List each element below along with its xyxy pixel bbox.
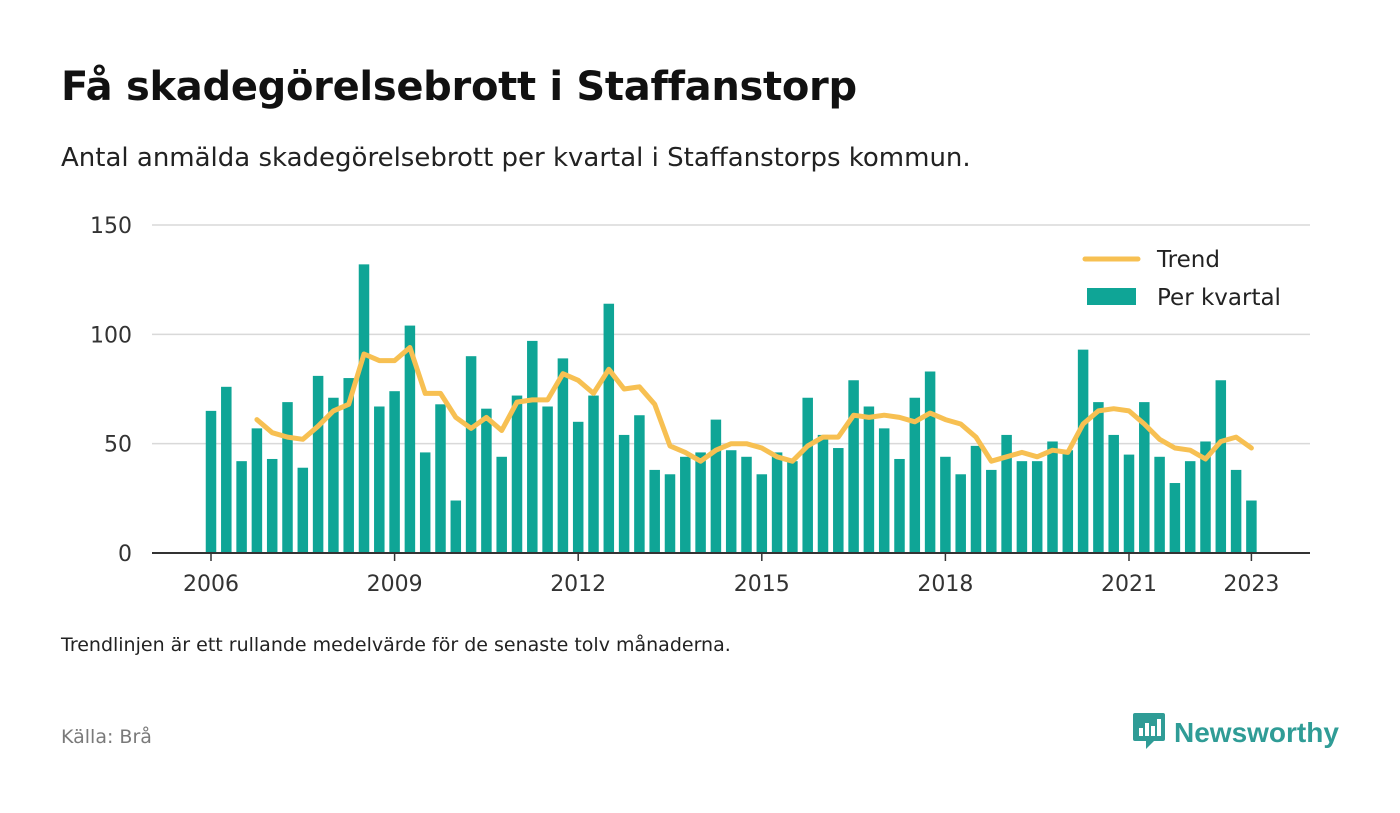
bar	[435, 404, 446, 553]
bar	[312, 375, 324, 553]
bar	[374, 406, 385, 553]
bar	[986, 469, 997, 553]
bar	[358, 264, 370, 553]
bar	[404, 325, 416, 553]
y-tick-labels: 0 50 100 150	[90, 214, 132, 567]
bar	[787, 461, 798, 553]
bar	[527, 340, 538, 553]
bar	[1246, 500, 1257, 553]
x-tick-labels: 2006 2009 2012 2015 2018 2021 2023	[183, 553, 1279, 597]
bar	[542, 406, 553, 553]
bar	[572, 421, 584, 553]
bar	[221, 386, 232, 553]
bar	[618, 434, 630, 553]
bar-series	[205, 264, 1257, 553]
bar	[970, 445, 982, 553]
chart: 0 50 100 150 2006 2009 2012 2015 2018 2021 2023 T…	[90, 214, 1310, 597]
bar	[634, 415, 645, 553]
bar	[771, 452, 783, 553]
bar	[1047, 441, 1058, 553]
bar	[1230, 469, 1242, 553]
bar	[802, 397, 813, 553]
bar	[236, 461, 247, 553]
chart-subtitle: Antal anmälda skadegörelsebrott per kvar…	[61, 143, 971, 173]
bar	[695, 452, 706, 553]
y-tick-label: 150	[90, 214, 132, 239]
bar	[251, 428, 263, 553]
bar	[511, 395, 523, 553]
bar	[481, 408, 492, 553]
bar	[419, 452, 431, 553]
x-tick-label: 2018	[917, 572, 973, 597]
footnote: Trendlinjen är ett rullande medelvärde f…	[61, 634, 731, 656]
legend-trend-label: Trend	[1156, 247, 1220, 273]
bar	[282, 402, 293, 553]
bar	[955, 474, 966, 553]
bar	[389, 391, 400, 553]
legend-bar-swatch	[1087, 288, 1136, 305]
bar	[710, 419, 722, 553]
bar	[603, 303, 615, 553]
chart-title: Få skadegörelsebrott i Staffanstorp	[61, 64, 857, 110]
trend-line	[254, 345, 1254, 464]
bar	[725, 450, 737, 553]
bar	[1093, 402, 1104, 553]
x-tick-label: 2021	[1101, 572, 1157, 597]
bar	[664, 474, 676, 553]
bar	[588, 395, 599, 553]
x-tick-label: 2015	[734, 572, 790, 597]
legend: Trend Per kvartal	[1082, 247, 1281, 311]
bar	[1169, 483, 1181, 553]
bar	[465, 356, 477, 553]
bar	[557, 358, 569, 553]
brand-name: Newsworthy	[1174, 717, 1339, 748]
legend-bar-label: Per kvartal	[1157, 285, 1281, 311]
bar	[1154, 456, 1165, 553]
bar	[496, 456, 507, 553]
bar	[817, 434, 829, 553]
x-tick-label: 2023	[1223, 572, 1279, 597]
bar	[680, 456, 691, 553]
y-tick-label: 50	[104, 433, 132, 458]
bar	[266, 458, 278, 553]
bar	[894, 458, 905, 553]
bar	[833, 448, 844, 553]
bar	[1108, 434, 1119, 553]
bar	[848, 380, 859, 553]
bar	[940, 456, 951, 553]
bar	[756, 474, 768, 553]
bar	[1123, 454, 1135, 553]
bar	[1001, 434, 1012, 553]
x-tick-label: 2006	[183, 572, 239, 597]
bar	[205, 410, 217, 553]
trend-series	[254, 345, 1254, 464]
bar	[1062, 450, 1074, 553]
newsworthy-logo[interactable]: Newsworthy	[1132, 712, 1339, 754]
y-tick-label: 100	[90, 323, 132, 348]
bar	[1139, 402, 1150, 553]
bar	[1184, 461, 1196, 553]
bar	[1077, 349, 1089, 553]
bar	[878, 428, 890, 553]
bar	[649, 469, 660, 553]
newsworthy-logo-icon	[1132, 711, 1166, 755]
bar	[328, 397, 339, 553]
bar	[909, 397, 921, 553]
bar	[450, 500, 462, 553]
bar	[1215, 380, 1227, 553]
source-note: Källa: Brå	[61, 726, 152, 748]
x-tick-label: 2009	[367, 572, 423, 597]
bar	[741, 456, 752, 553]
bar	[924, 371, 936, 553]
bar	[1031, 461, 1043, 553]
y-tick-label: 0	[118, 542, 132, 567]
bar	[297, 467, 309, 553]
x-tick-label: 2012	[550, 572, 606, 597]
bar	[1200, 441, 1211, 553]
bar	[1016, 461, 1028, 553]
bar	[863, 406, 875, 553]
bar	[343, 378, 354, 553]
